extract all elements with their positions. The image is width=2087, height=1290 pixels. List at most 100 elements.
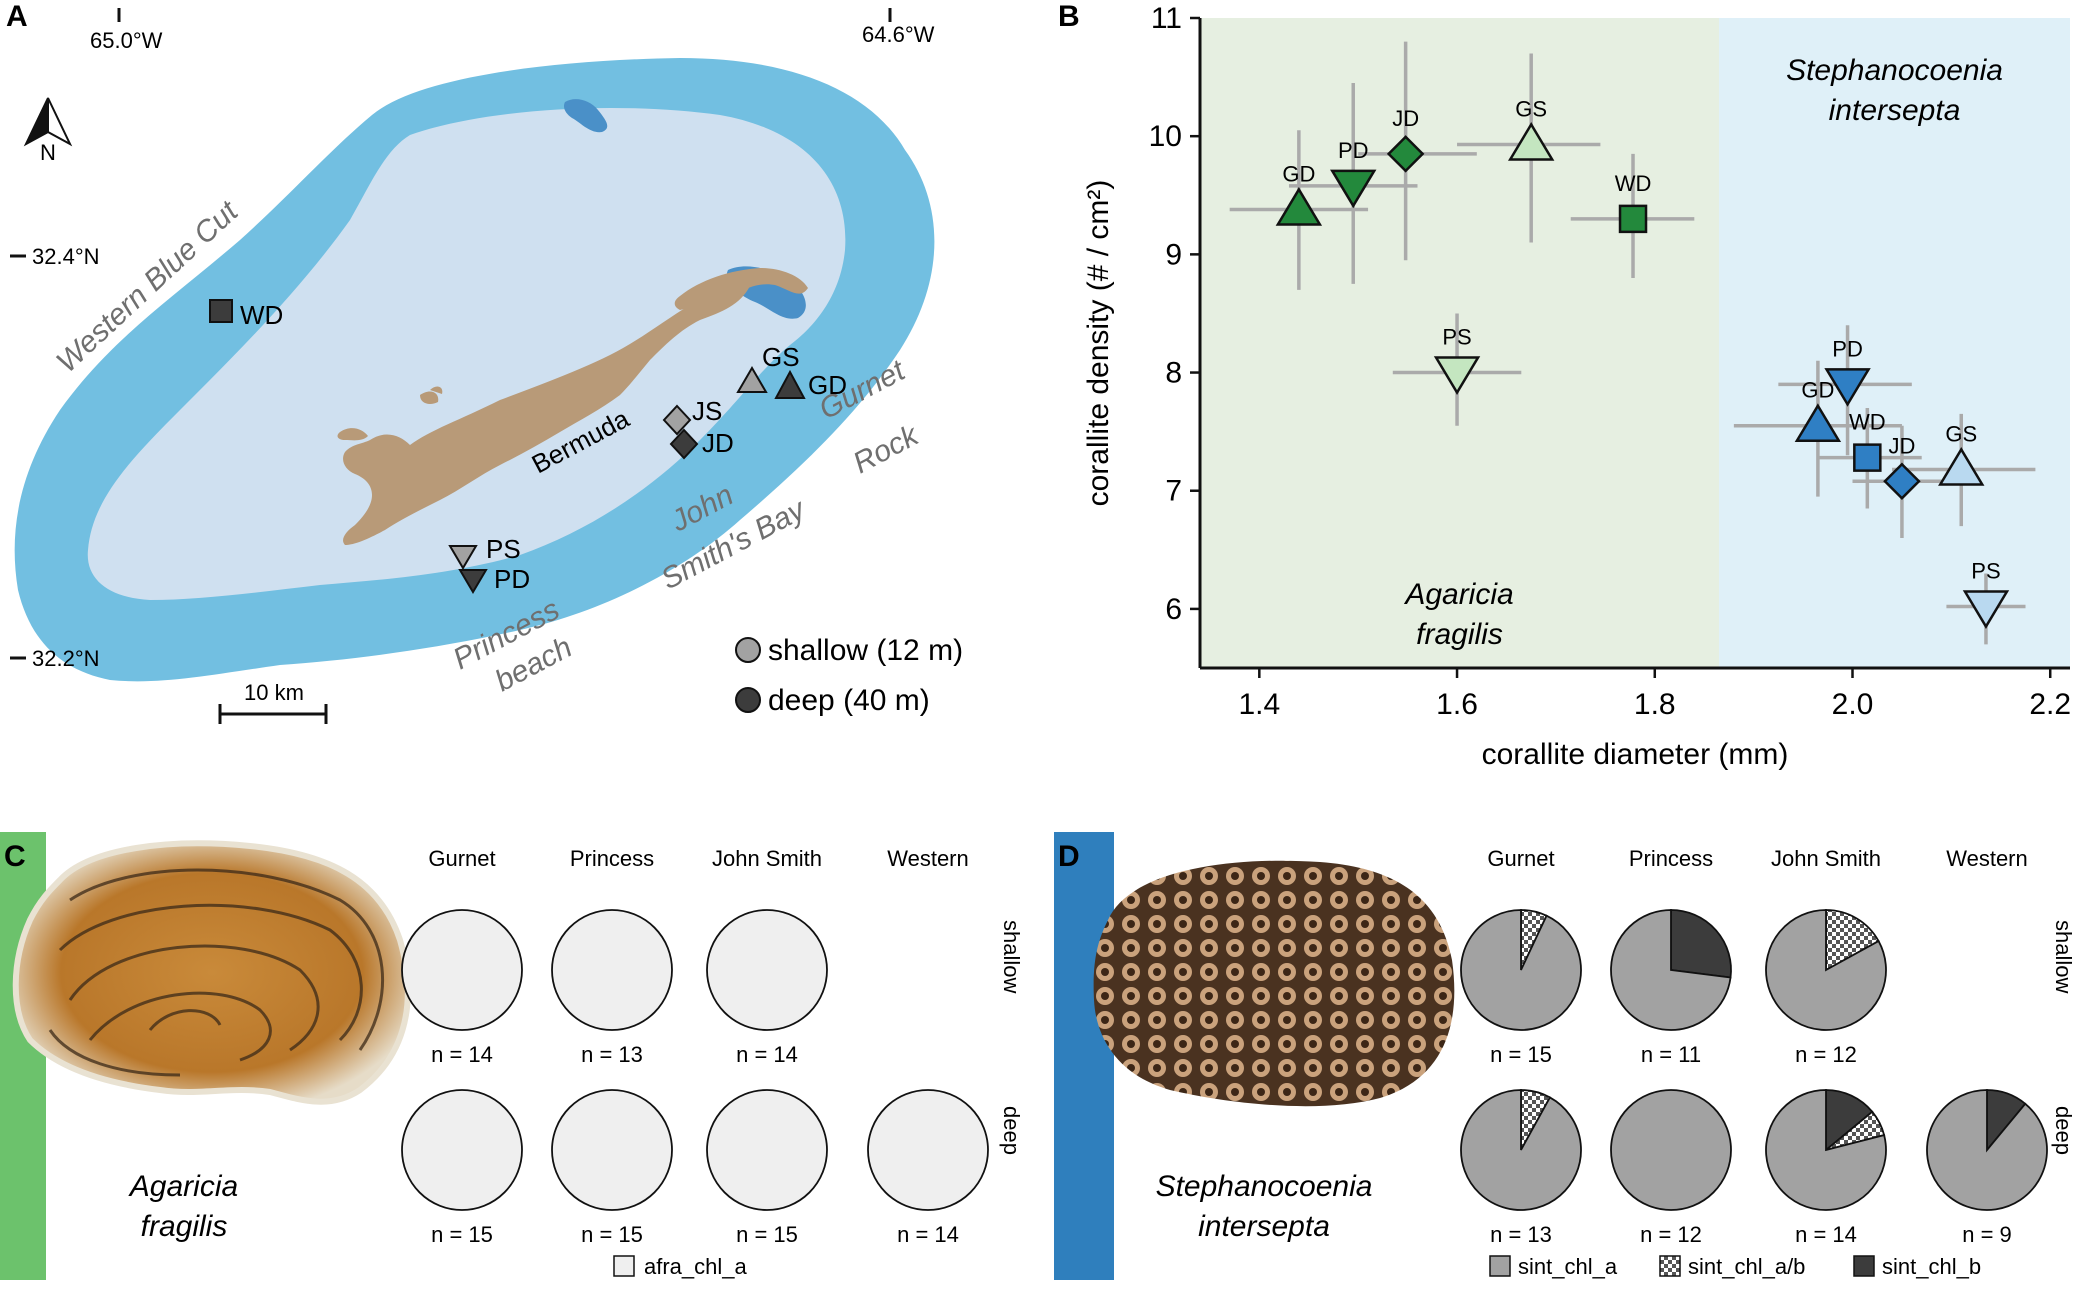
point-pd-1	[1824, 368, 1871, 407]
legend-d-swatch-b	[1853, 1255, 1875, 1277]
site-js-label: JS	[692, 396, 722, 426]
legend-c-label: afra_chl_a	[644, 1254, 748, 1279]
steph-color-bar	[1054, 832, 1114, 1280]
pie-n-label: n = 15	[431, 1222, 493, 1247]
region-label-agaricia-2: fragilis	[1416, 618, 1503, 651]
site-pd-marker	[458, 569, 488, 594]
species-d-line1: Stephanocoenia	[1156, 1170, 1373, 1203]
panel-label-c: C	[4, 840, 26, 873]
point-label: PS	[1971, 559, 2000, 584]
legend-d-label-b: sint_chl_b	[1882, 1254, 1981, 1279]
agaricia-region	[1200, 18, 1720, 668]
x-tick-label: 2.0	[1832, 688, 1874, 721]
legend-d-label-ab: sint_chl_a/b	[1688, 1254, 1805, 1279]
point-jd-0	[1386, 135, 1425, 173]
species-c-line1: Agaricia	[128, 1170, 238, 1203]
col-c-princess: Princess	[570, 846, 654, 871]
point-label: GS	[1515, 96, 1547, 121]
panel-c: C Agaricia fragilis Gurnet Princess John…	[0, 832, 1024, 1280]
pie-n-label: n = 15	[581, 1222, 643, 1247]
row-d-deep: deep	[2051, 1106, 2076, 1155]
site-gs-marker	[736, 366, 768, 393]
site-wd-marker	[209, 299, 233, 323]
species-d-line2: intersepta	[1198, 1210, 1330, 1243]
col-c-western: Western	[887, 846, 969, 871]
pie-slice	[867, 1089, 989, 1211]
pies-c: n = 14 n = 13 n = 14 n = 15 n = 15 n = 15 n = …	[401, 909, 989, 1247]
lagoon	[87, 107, 846, 600]
region-label-steph-1: Stephanocoenia	[1786, 54, 2003, 87]
site-jd-marker	[669, 428, 699, 460]
point-ps-1	[1962, 590, 2010, 629]
point-label: JD	[1392, 106, 1419, 131]
point-pd-0	[1330, 169, 1377, 209]
pie-slice	[551, 1089, 673, 1211]
panel-b-chart: B 1.4 1.6 1.8 2.0 2.2 6 7 8 9 10 11 GD PD JD GS WD PS PD…	[1058, 0, 2071, 771]
point-label: GS	[1945, 421, 1977, 446]
point-jd-1	[1883, 462, 1921, 501]
site-gd-marker	[774, 369, 806, 399]
point-label: PD	[1338, 138, 1369, 163]
col-d-western: Western	[1946, 846, 2028, 871]
y-tick-label: 7	[1165, 475, 1182, 508]
panel-label-b: B	[1058, 0, 1080, 33]
site-wd-label: WD	[240, 300, 283, 330]
site-pd-label: PD	[494, 564, 530, 594]
col-c-gurnet: Gurnet	[428, 846, 495, 871]
pie-slice	[551, 909, 673, 1031]
panel-label-a: A	[6, 0, 28, 33]
pie-n-label: n = 9	[1962, 1222, 2012, 1247]
point-label: GD	[1801, 378, 1834, 403]
col-c-john-smith: John Smith	[712, 846, 822, 871]
legend-d-swatch-a	[1489, 1255, 1511, 1277]
pie-slice	[401, 909, 523, 1031]
chart-axes	[1198, 18, 2070, 670]
site-gd-label: GD	[808, 370, 847, 400]
panel-d: D Stephanocoenia intersepta Gurnet Princ…	[1054, 832, 2076, 1280]
x-axis-label: corallite diameter (mm)	[1482, 738, 1789, 771]
point-wd-0	[1618, 204, 1648, 234]
pie-slice	[1825, 909, 1880, 972]
west-islands	[337, 386, 443, 441]
pie-n-label: n = 15	[1490, 1042, 1552, 1067]
x-tick-label: 1.4	[1238, 688, 1280, 721]
pies-d: n = 15 n = 11 n = 12 n = 13 n = 12 n = 14 n = …	[1460, 909, 2048, 1247]
col-d-princess: Princess	[1629, 846, 1713, 871]
column-headers-d: Gurnet Princess John Smith Western	[1487, 846, 2027, 871]
data-points	[1275, 122, 2010, 629]
site-ps-label: PS	[486, 534, 521, 564]
stephanocoenia-region	[1719, 18, 2070, 668]
point-wd-1	[1853, 443, 1882, 472]
pie-n-label: n = 13	[581, 1042, 643, 1067]
point-label: WD	[1615, 171, 1652, 196]
col-d-gurnet: Gurnet	[1487, 846, 1554, 871]
y-tick-label: 11	[1151, 2, 1182, 35]
north-label: N	[40, 140, 56, 165]
pie-slice	[706, 1089, 828, 1211]
pie-n-label: n = 15	[736, 1222, 798, 1247]
y-axis-label: corallite density (# / cm²)	[1082, 180, 1115, 507]
pie-slice	[706, 909, 828, 1031]
row-c-deep: deep	[999, 1106, 1024, 1155]
legend-c-swatch	[613, 1255, 635, 1277]
scalebar: 10 km	[218, 680, 328, 724]
point-label: PS	[1442, 325, 1471, 350]
point-label: WD	[1849, 410, 1886, 435]
point-label: GD	[1282, 161, 1315, 186]
pie-n-label: n = 13	[1490, 1222, 1552, 1247]
pie-n-label: n = 12	[1795, 1042, 1857, 1067]
y-tick-label: 10	[1149, 120, 1182, 153]
col-d-john-smith: John Smith	[1771, 846, 1881, 871]
lon-label-west: 65.0°W	[90, 28, 163, 53]
stephanocoenia-photo	[1093, 860, 1455, 1107]
column-headers-c: Gurnet Princess John Smith Western	[428, 846, 968, 871]
pie-n-label: n = 14	[897, 1222, 959, 1247]
lon-label-east: 64.6°W	[862, 22, 935, 47]
lat-label-north: 32.4°N	[32, 244, 100, 269]
scalebar-label: 10 km	[244, 680, 304, 705]
pie-n-label: n = 14	[1795, 1222, 1857, 1247]
pie-n-label: n = 11	[1641, 1042, 1701, 1067]
st-georges	[674, 268, 808, 310]
bermuda-island	[343, 286, 750, 545]
